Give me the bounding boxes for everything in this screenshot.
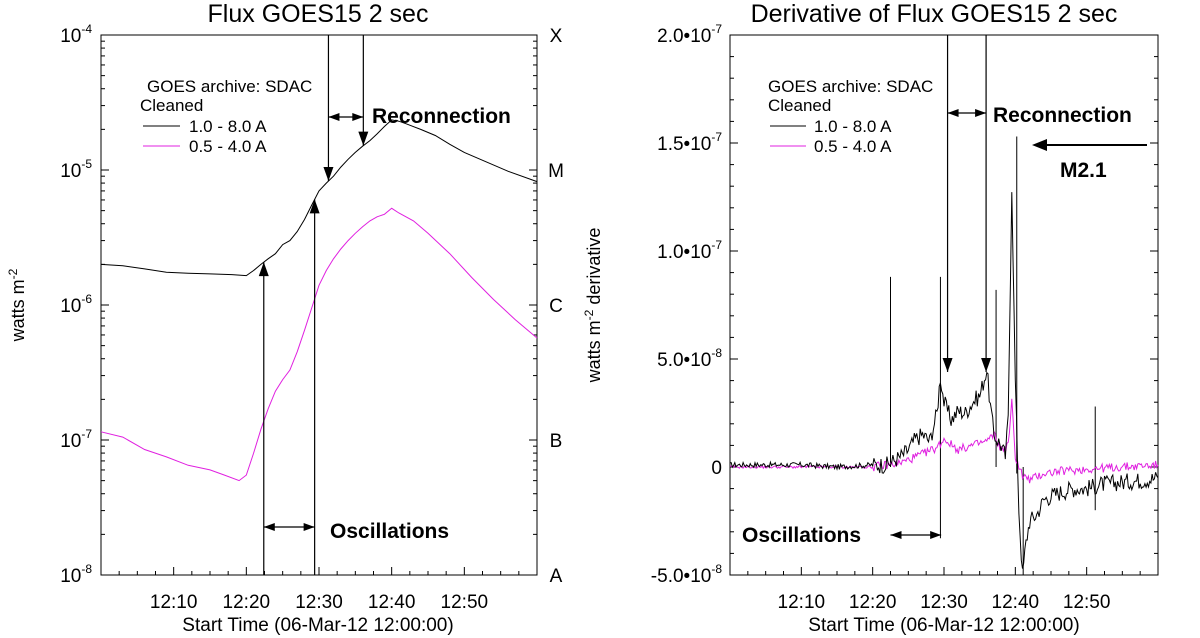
flux-y-axis-label: watts m-2: [6, 268, 28, 342]
derivative-y-tick-label: 2.0•10-7: [657, 22, 722, 47]
flux-x-tick-label: 12:40: [368, 592, 416, 613]
derivative-reconnection-label: Reconnection: [993, 104, 1132, 127]
derivative-oscillations-label: Oscillations: [742, 524, 861, 547]
flux-x-tick-label: 12:20: [223, 592, 271, 613]
derivative-x-tick-label: 12:30: [920, 592, 968, 613]
flux-x-ticks: 12:10 12:20 12:30 12:40 12:50: [118, 567, 520, 613]
flux-oscillations-label: Oscillations: [330, 520, 449, 543]
reconnection-arrow-head: [323, 167, 334, 182]
derivative-x-tick-label: 12:10: [778, 592, 826, 613]
derivative-panel: Derivative of Flux GOES15 2 sec 12:10 12:…: [582, 0, 1159, 636]
flux-legend-short: 0.5 - 4.0 A: [189, 137, 267, 156]
flare-class-label: C: [549, 296, 563, 317]
derivative-reconnection-span-arrow-head-left: [947, 109, 959, 117]
flux-y-tick-label: 10-5: [60, 157, 92, 182]
flare-class-label: M: [548, 161, 564, 182]
reconnection-span-arrow-head-left: [328, 113, 340, 121]
flux-class-labels: A B C M X: [548, 26, 564, 587]
oscillation-arrow-head: [258, 262, 269, 277]
derivative-annotation-arrows: [890, 35, 1147, 539]
oscillation-span-arrow-head-left: [263, 523, 275, 531]
derivative-legend-short: 0.5 - 4.0 A: [814, 137, 892, 156]
flux-legend-long: 1.0 - 8.0 A: [189, 117, 267, 136]
flux-reconnection-label: Reconnection: [372, 105, 511, 128]
derivative-legend-long: 1.0 - 8.0 A: [814, 117, 892, 136]
flux-x-tick-label: 12:10: [150, 592, 198, 613]
derivative-x-tick-label: 12:40: [992, 592, 1040, 613]
flux-x-tick-label: 12:30: [295, 592, 343, 613]
oscillation-arrow-head: [309, 199, 320, 214]
flux-y-tick-label: 10-6: [60, 292, 92, 317]
derivative-y-axis-label: watts m-2 derivative: [582, 228, 604, 384]
oscillation-span-arrow-head-right: [303, 523, 315, 531]
flux-title: Flux GOES15 2 sec: [208, 0, 429, 28]
reconnection-span-arrow-head-right: [352, 113, 364, 121]
flare-class-label: A: [550, 566, 563, 587]
derivative-title: Derivative of Flux GOES15 2 sec: [751, 0, 1118, 28]
derivative-oscillation-span-arrow-head-left: [890, 531, 902, 539]
derivative-series-short: [729, 398, 1159, 484]
derivative-oscillation-span-arrow-head-right: [930, 531, 942, 539]
derivative-y-tick-label: 5.0•10-8: [657, 346, 722, 371]
derivative-legend-header-2: Cleaned: [768, 96, 831, 115]
derivative-x-ticks: 12:10 12:20 12:30 12:40 12:50: [747, 567, 1141, 613]
derivative-reconnection-span-arrow-head-right: [975, 109, 987, 117]
m21-label: M2.1: [1060, 159, 1107, 182]
derivative-spikes: [890, 136, 1096, 575]
derivative-reconnection-arrow-head: [942, 358, 953, 372]
derivative-y-tick-label: 0: [711, 458, 722, 479]
flux-x-axis-label: Start Time (06-Mar-12 12:00:00): [182, 615, 453, 636]
flux-annotation-arrows: [258, 35, 369, 575]
derivative-y-tick-label: 1.0•10-7: [657, 238, 722, 263]
flux-y-tick-label: 10-7: [60, 427, 92, 452]
flare-class-label: X: [550, 26, 563, 47]
flux-x-tick-label: 12:50: [441, 592, 489, 613]
reconnection-arrow-head: [358, 131, 369, 146]
m21-arrow-head: [1032, 139, 1047, 151]
flux-series-long: [100, 119, 538, 277]
derivative-y-tick-label: 1.5•10-7: [657, 130, 722, 155]
flux-panel: Flux GOES15 2 sec 12:10 12:20 12:30 12:40 12…: [6, 0, 564, 636]
flux-legend-header-1: GOES archive: SDAC: [147, 77, 312, 96]
derivative-x-tick-label: 12:20: [849, 592, 897, 613]
derivative-x-tick-label: 12:50: [1063, 592, 1111, 613]
flux-y-tick-label: 10-8: [60, 562, 92, 587]
derivative-y-ticks: -5.0•10-8 0 5.0•10-8 1.0•10-7 1.5•10-7 2.0•10…: [651, 22, 1158, 587]
derivative-x-axis-label: Start Time (06-Mar-12 12:00:00): [808, 615, 1079, 636]
derivative-series-long: [729, 192, 1159, 569]
derivative-y-tick-label: -5.0•10-8: [651, 562, 723, 587]
flux-y-tick-label: 10-4: [60, 22, 92, 47]
flux-y-ticks: 10-8 10-7 10-6 10-5 10-4: [60, 22, 537, 587]
flux-series-short: [100, 207, 538, 482]
flare-class-label: B: [550, 431, 563, 452]
flux-legend-header-2: Cleaned: [140, 96, 203, 115]
derivative-reconnection-arrow-head: [981, 358, 992, 372]
derivative-legend-header-1: GOES archive: SDAC: [768, 77, 933, 96]
